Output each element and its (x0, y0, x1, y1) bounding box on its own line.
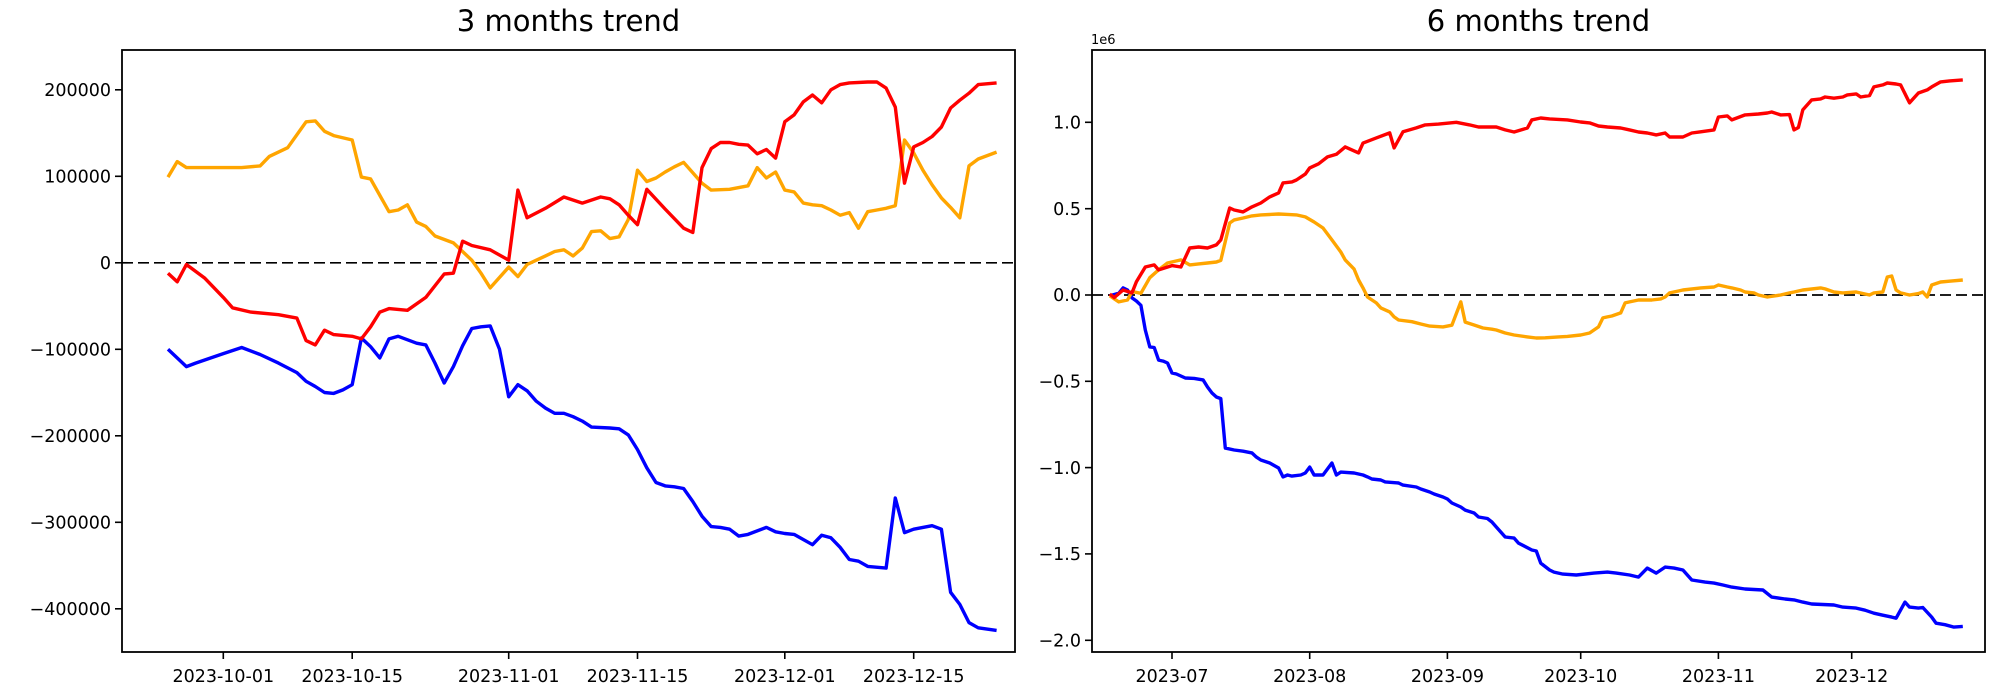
series-orange-line (166, 119, 998, 290)
x-tick-label: 2023-09 (1411, 667, 1484, 687)
x-tick-label: 2023-11 (1682, 667, 1755, 687)
y-tick-label: −400000 (30, 600, 111, 620)
series-blue-line (166, 324, 997, 633)
y-tick-label: 0.5 (1053, 200, 1081, 220)
y-tick-label: 0 (100, 254, 111, 274)
y-tick-label: −300000 (30, 514, 111, 534)
y-tick-label: −200000 (30, 427, 111, 447)
x-tick-label: 2023-07 (1135, 667, 1208, 687)
chart-3m-plot: 200000 100000 0 −100000 −200000 −300000 −40000… (30, 49, 1016, 687)
chart-6m-title: 6 months trend (1426, 4, 1651, 38)
y-tick-label: 200000 (44, 81, 111, 101)
y-tick-label: −2.0 (1039, 632, 1082, 652)
x-tick-label: 2023-12 (1815, 667, 1888, 687)
y-tick-label: −1.5 (1039, 545, 1082, 565)
x-tick-label: 2023-08 (1273, 667, 1346, 687)
chart-3m-title: 3 months trend (456, 4, 681, 38)
x-tick-label: 2023-11-15 (587, 667, 689, 687)
series-red-line (166, 80, 997, 347)
plot-border (121, 49, 1016, 653)
y-tick-label: 100000 (44, 168, 111, 188)
x-tick-label: 2023-12-01 (734, 667, 836, 687)
chart-6m-plot: 1.0 0.5 0.0 −0.5 −1.0 −1.5 −2.0 2023-07 2023-08 2… (1039, 49, 1986, 687)
x-tick-label: 2023-11-01 (458, 667, 560, 687)
series-red-line (1108, 78, 1963, 300)
y-tick-label: −0.5 (1039, 373, 1082, 393)
x-tick-label: 2023-10-01 (172, 667, 274, 687)
y-tick-label: 0.0 (1053, 286, 1081, 306)
series-orange-line (1108, 212, 1963, 340)
x-tick-label: 2023-12-15 (863, 667, 965, 687)
y-tick-label: −1.0 (1039, 459, 1082, 479)
y-tick-label: 1.0 (1053, 114, 1081, 134)
x-tick-label: 2023-10-15 (301, 667, 403, 687)
y-axis-offset-label: 1e6 (1091, 33, 1116, 48)
y-tick-label: −100000 (30, 341, 111, 361)
plot-border (1091, 49, 1986, 653)
series-blue-line (1109, 286, 1963, 629)
x-tick-label: 2023-10 (1544, 667, 1617, 687)
